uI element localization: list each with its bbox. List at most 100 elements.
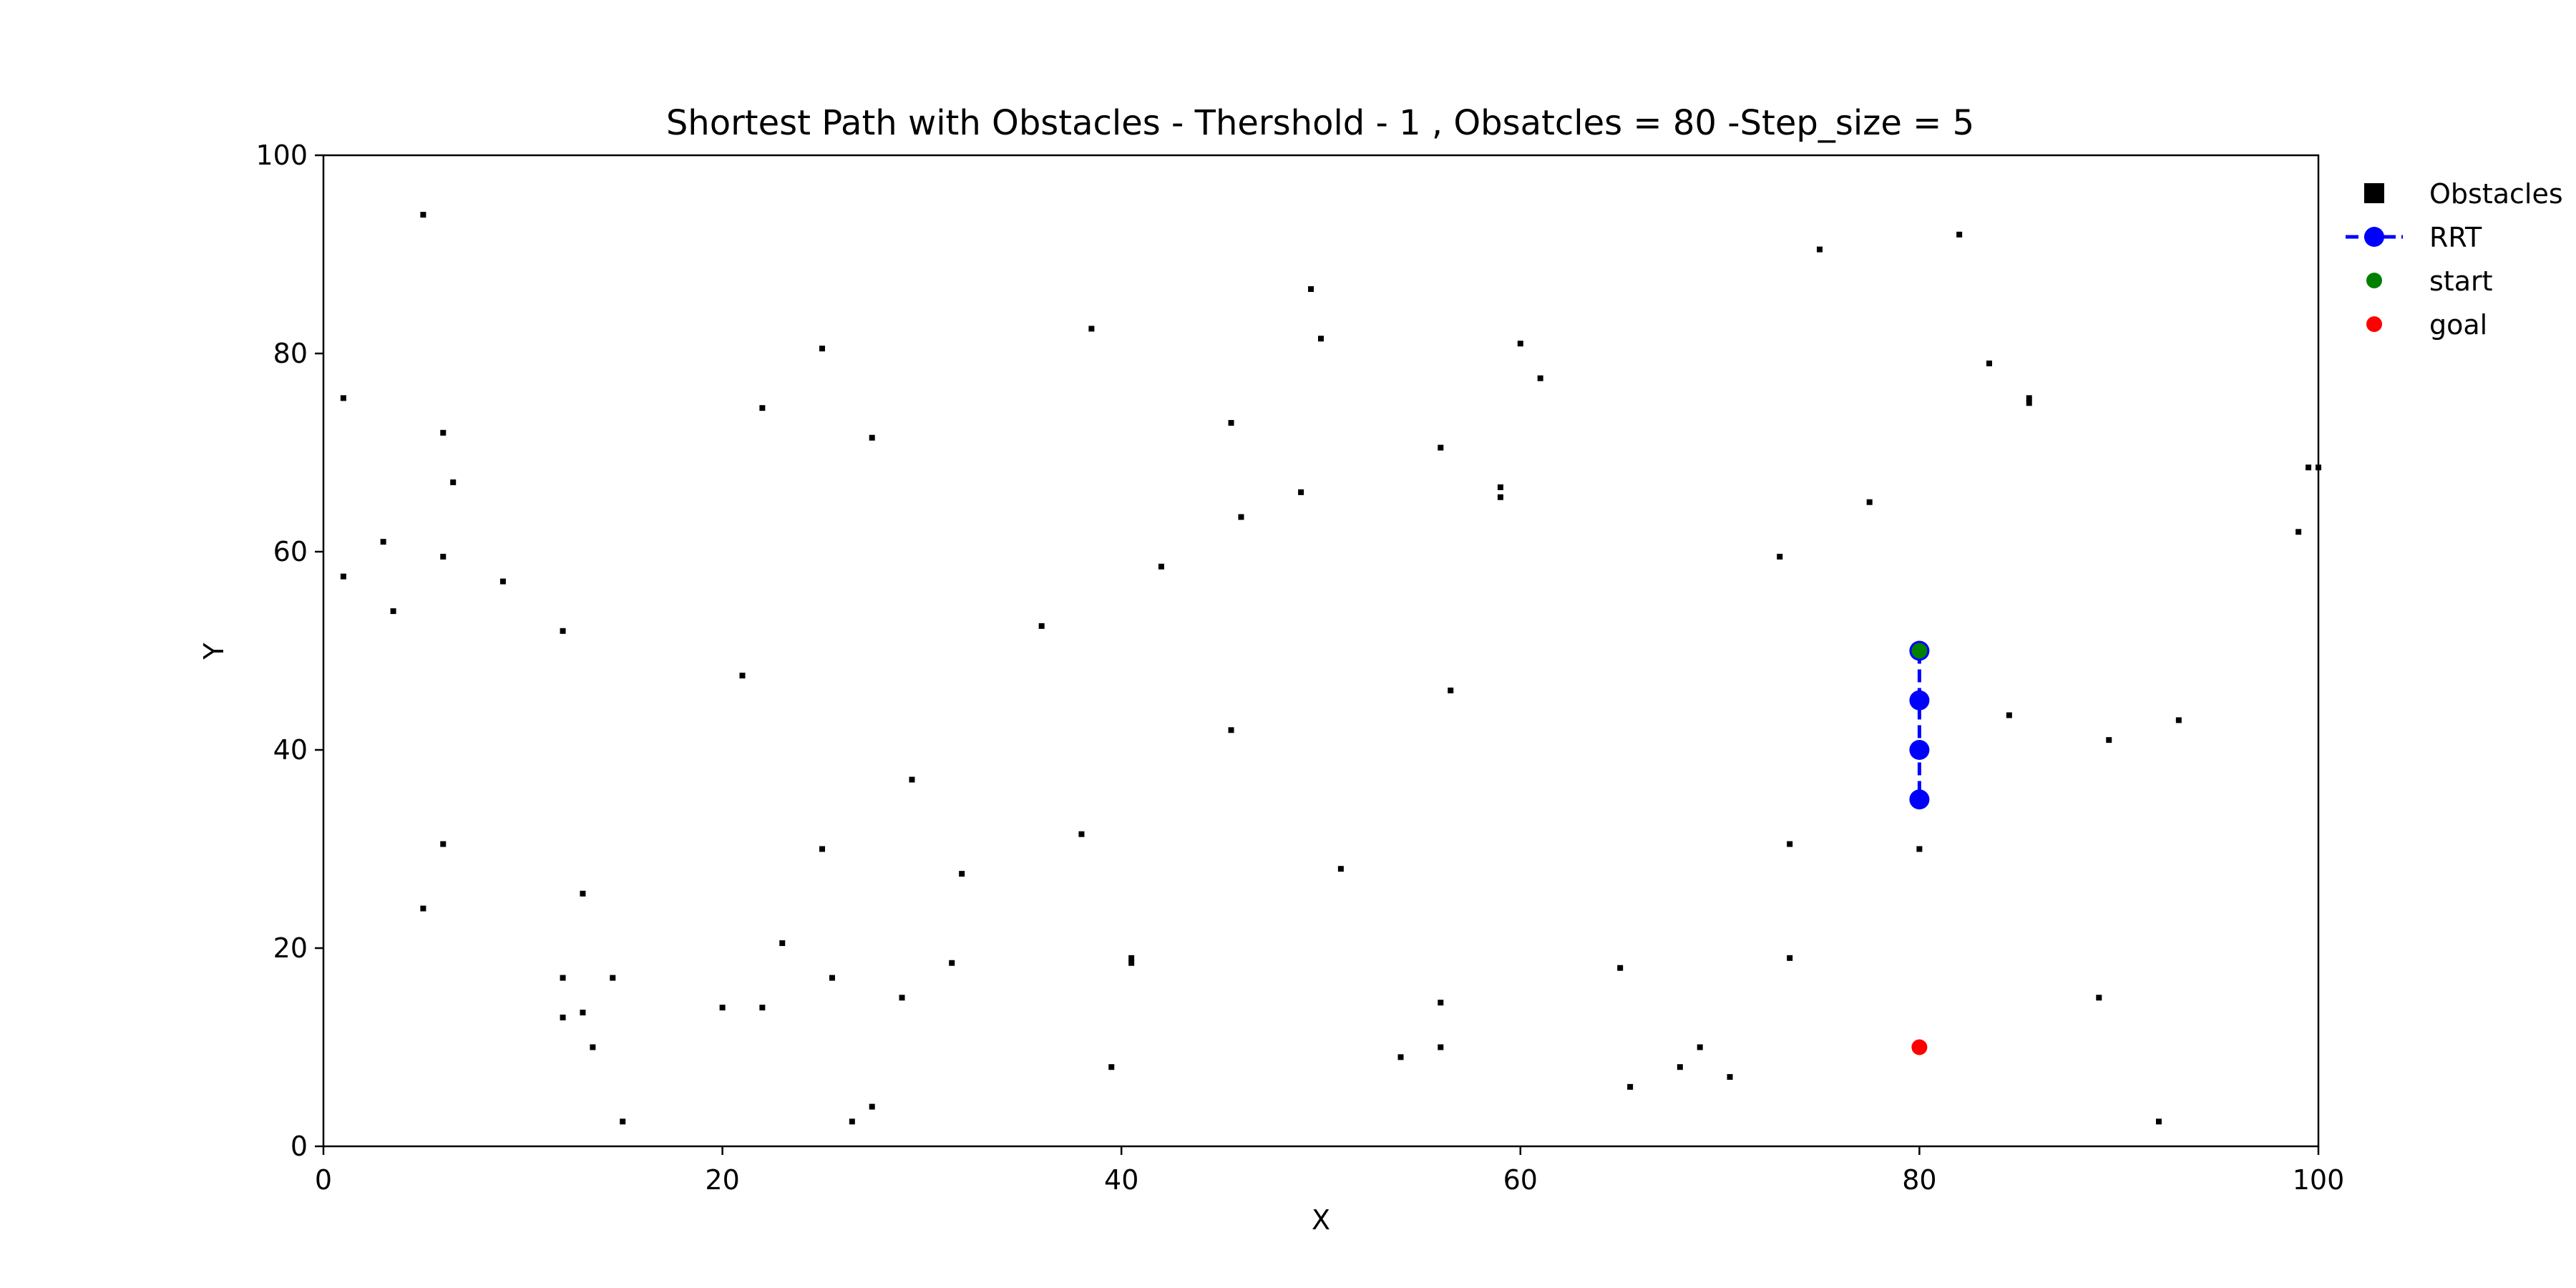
y-tick-label: 20 (273, 932, 308, 964)
obstacle-point (1318, 336, 1324, 342)
legend: Obstacles RRT start goal (2346, 178, 2563, 341)
obstacle-point (580, 890, 586, 897)
obstacle-point (1787, 841, 1793, 847)
obstacle-point (1228, 727, 1234, 733)
obstacle-point (450, 479, 457, 486)
obstacle-point (1337, 866, 1344, 872)
obstacle-point (1238, 514, 1244, 520)
rrt-node-point (1909, 690, 1930, 711)
obstacle-point (560, 975, 566, 981)
obstacle-point (1038, 623, 1045, 629)
goal-point (1911, 1039, 1928, 1055)
obstacle-point (1627, 1083, 1634, 1090)
obstacle-point (899, 995, 905, 1001)
y-tick-label: 60 (273, 536, 308, 567)
legend-obstacles-marker (2364, 183, 2384, 203)
obstacle-point (869, 1103, 875, 1110)
axis-ticks: 0 20 40 60 80 100 0 20 40 60 80 100 (255, 140, 2344, 1196)
obstacle-point (819, 346, 825, 352)
legend-goal-label: goal (2429, 309, 2487, 341)
obstacle-point (949, 960, 955, 966)
obstacle-point (499, 578, 506, 585)
obstacle-point (1298, 489, 1304, 495)
obstacle-point (2096, 995, 2102, 1001)
obstacle-point (1727, 1074, 1733, 1080)
obstacle-point (1986, 360, 1992, 366)
x-tick-label: 40 (1104, 1164, 1138, 1196)
y-tick-label: 40 (273, 734, 308, 766)
obstacle-point (869, 434, 875, 441)
y-tick-label: 80 (273, 338, 308, 369)
obstacle-point (759, 405, 766, 411)
obstacle-point (1438, 1044, 1444, 1050)
obstacle-point (1438, 444, 1444, 451)
x-tick-label: 80 (1902, 1164, 1936, 1196)
legend-goal-marker (2366, 316, 2382, 332)
obstacle-point (2175, 717, 2182, 723)
obstacle-point (2155, 1118, 2162, 1125)
obstacle-point (1866, 499, 1873, 505)
legend-rrt-label: RRT (2429, 222, 2482, 253)
obstacle-point (1158, 563, 1164, 570)
obstacle-point (779, 940, 786, 947)
obstacle-point (2106, 737, 2112, 743)
obstacle-point (420, 212, 426, 218)
obstacle-point (2026, 400, 2032, 406)
obstacle-point (1537, 375, 1543, 381)
obstacle-point (2296, 529, 2302, 535)
obstacle-point (440, 841, 447, 847)
obstacle-point (849, 1118, 855, 1125)
start-point (1911, 643, 1928, 659)
obstacle-point (759, 1005, 766, 1011)
obstacle-point (2006, 712, 2012, 718)
obstacle-point (580, 1010, 586, 1016)
x-tick-label: 0 (315, 1164, 332, 1196)
obstacle-point (829, 975, 835, 981)
legend-start-marker (2366, 273, 2382, 288)
legend-start-label: start (2429, 265, 2493, 297)
obstacle-point (1497, 494, 1503, 500)
legend-obstacles-label: Obstacles (2429, 178, 2563, 210)
obstacle-point (590, 1044, 596, 1050)
obstacle-point (1088, 326, 1095, 332)
obstacle-point (1777, 553, 1783, 560)
obstacle-point (1108, 1064, 1115, 1070)
obstacle-point (719, 1005, 726, 1011)
obstacle-point (959, 871, 965, 877)
obstacle-point (1617, 965, 1624, 971)
x-tick-label: 60 (1503, 1164, 1538, 1196)
obstacle-point (390, 608, 396, 615)
obstacle-point (2026, 395, 2032, 401)
obstacle-point (1916, 846, 1923, 852)
plot-frame (322, 154, 2320, 1148)
obstacle-point (420, 905, 426, 912)
rrt-node-point (1909, 789, 1930, 810)
obstacle-point (1817, 246, 1823, 253)
obstacle-point (1228, 419, 1234, 426)
obstacle-point (620, 1118, 626, 1125)
obstacle-point (1308, 286, 1314, 292)
obstacle-point (1517, 341, 1523, 347)
obstacle-point (739, 673, 746, 679)
obstacle-point (1956, 231, 1963, 238)
obstacle-point (440, 553, 447, 560)
y-axis-label: Y (198, 643, 230, 660)
obstacles-layer (340, 212, 2321, 1125)
obstacle-point (440, 429, 447, 436)
obstacle-point (1787, 955, 1793, 961)
obstacle-point (1448, 687, 1454, 693)
obstacle-point (1078, 831, 1085, 837)
rrt-node-point (1909, 740, 1930, 760)
chart-title: Shortest Path with Obstacles - Thershold… (666, 103, 1974, 143)
obstacle-point (909, 776, 915, 783)
obstacle-point (380, 539, 386, 545)
obstacle-point (610, 975, 616, 981)
obstacle-point (560, 628, 566, 634)
x-tick-label: 20 (705, 1164, 739, 1196)
obstacle-point (1497, 484, 1503, 490)
y-tick-label: 0 (291, 1131, 308, 1162)
legend-rrt-marker (2364, 227, 2384, 247)
obstacle-point (1677, 1064, 1683, 1070)
